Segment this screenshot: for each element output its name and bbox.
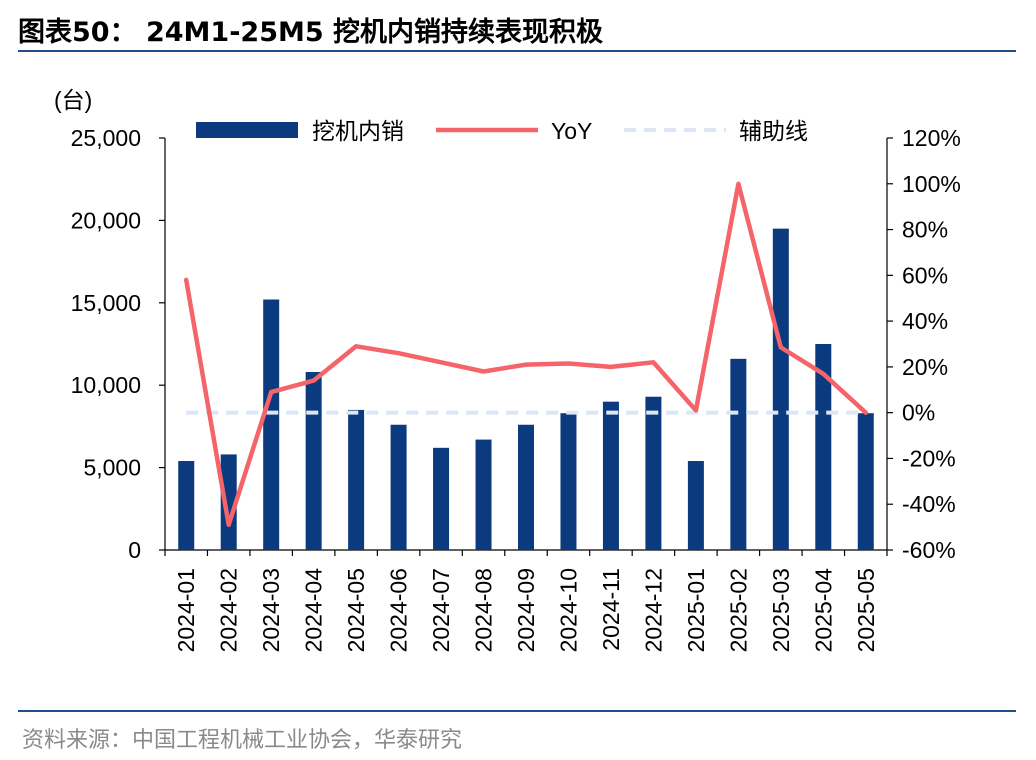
right-tick-label: 20% — [902, 354, 948, 380]
legend-label-yoy: YoY — [551, 118, 592, 144]
bar-2024-05 — [348, 409, 365, 550]
x-tick-label: 2024-07 — [428, 568, 454, 652]
bar-2024-04 — [305, 372, 322, 550]
right-tick-label: -60% — [902, 537, 956, 563]
bar-2025-02 — [730, 358, 747, 550]
bar-2024-06 — [390, 424, 407, 550]
x-tick-label: 2025-02 — [725, 568, 751, 652]
x-tick-label: 2024-03 — [258, 568, 284, 652]
x-tick-label: 2025-01 — [683, 568, 709, 652]
bar-2024-12 — [645, 396, 662, 550]
bar-2024-02 — [220, 454, 237, 550]
bar-2025-03 — [772, 228, 789, 550]
left-tick-label: 0 — [128, 537, 141, 563]
yoy-line — [183, 181, 869, 528]
x-tick-label: 2024-11 — [598, 568, 624, 651]
title-divider — [18, 50, 1016, 52]
x-tick-label: 2025-05 — [853, 568, 879, 652]
x-tick-label: 2024-02 — [216, 568, 242, 652]
right-tick-label: 100% — [902, 171, 961, 197]
right-tick-label: 60% — [902, 262, 948, 288]
bar-2024-09 — [518, 424, 534, 550]
x-tick-label: 2024-05 — [343, 568, 369, 652]
footer-divider — [18, 710, 1016, 712]
axes: 0 5,000 10,000 15,000 20,000 25,000 (台) -60% -40… — [54, 87, 961, 652]
bar-2024-10 — [560, 413, 577, 550]
right-tick-label: 40% — [902, 308, 948, 334]
bar-2024-08 — [475, 439, 492, 550]
legend: 挖机内销 YoY 辅助线 — [196, 118, 808, 144]
x-tick-label: 2024-06 — [386, 568, 412, 652]
right-tick-label: -40% — [902, 491, 956, 517]
x-tick-label: 2025-03 — [768, 568, 794, 652]
yoy-line-series — [183, 181, 869, 528]
bar-2025-01 — [687, 461, 704, 550]
x-tick-label: 2024-08 — [471, 568, 497, 652]
left-tick-label: 5,000 — [83, 455, 141, 481]
right-tick-label: 120% — [902, 125, 961, 151]
left-tick-label: 20,000 — [71, 207, 141, 233]
bar-2024-01 — [178, 461, 195, 550]
left-tick-label: 15,000 — [71, 290, 141, 316]
chart-title: 图表50： 24M1-25M5 挖机内销持续表现积极 — [18, 17, 604, 48]
legend-swatch-bar — [196, 122, 298, 138]
x-tick-label: 2024-12 — [640, 568, 666, 652]
x-tick-label: 2024-10 — [555, 568, 581, 652]
x-tick-label: 2024-09 — [513, 568, 539, 652]
bar-series — [178, 228, 874, 550]
right-tick-label: 0% — [902, 400, 935, 426]
left-tick-label: 10,000 — [71, 372, 141, 398]
legend-label-bar: 挖机内销 — [312, 118, 404, 144]
x-tick-label: 2024-04 — [301, 568, 327, 653]
right-tick-label: 80% — [902, 217, 948, 243]
bar-2025-04 — [815, 344, 832, 550]
left-tick-label: 25,000 — [71, 125, 141, 151]
x-tick-label: 2024-01 — [173, 568, 199, 652]
bar-2024-07 — [433, 447, 450, 550]
right-tick-label: -20% — [902, 445, 956, 471]
bar-2024-11 — [602, 401, 619, 550]
bar-2024-03 — [263, 299, 280, 550]
legend-label-ref: 辅助线 — [739, 118, 808, 144]
left-axis-unit: (台) — [54, 87, 92, 113]
x-tick-label: 2025-04 — [810, 568, 836, 653]
source-note: 资料来源：中国工程机械工业协会，华泰研究 — [22, 728, 463, 753]
bar-2025-05 — [857, 413, 874, 550]
